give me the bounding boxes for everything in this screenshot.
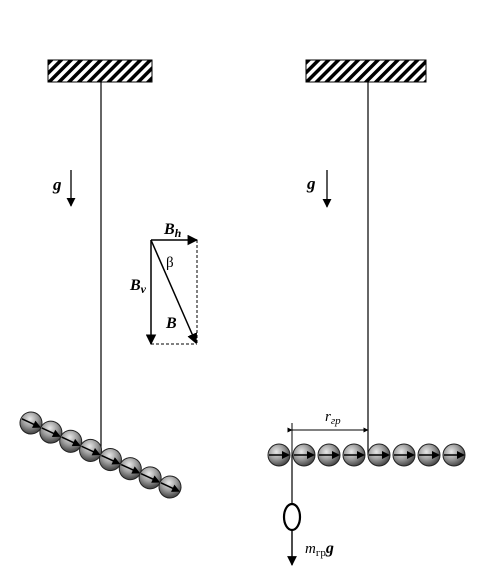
radius-label: rгр — [325, 409, 341, 427]
right-chain-bead — [342, 443, 366, 467]
right-chain-bead — [417, 443, 441, 467]
beta-label: β — [166, 255, 174, 271]
right-chain-bead — [392, 443, 416, 467]
left-bead-chain — [19, 411, 182, 499]
weight-ring — [282, 502, 302, 532]
left-chain-bead — [118, 457, 142, 481]
magnetic-field-vectors: Bh Bv β B — [129, 221, 199, 346]
right-chain-bead — [442, 443, 466, 467]
left-gravity-label: g — [52, 175, 62, 194]
left-chain-bead — [59, 429, 83, 453]
B-label: B — [165, 315, 177, 332]
left-chain-bead — [79, 438, 103, 462]
right-gravity-label: g — [306, 174, 316, 193]
Bv-label: Bv — [129, 277, 147, 296]
right-chain-bead — [317, 443, 341, 467]
left-chain-bead — [19, 411, 43, 435]
left-setup: g Bh Bv β B — [19, 59, 199, 499]
right-chain-bead — [367, 443, 391, 467]
right-ceiling — [305, 59, 427, 83]
weight-force-label: mгрg — [305, 540, 334, 559]
left-ceiling — [47, 59, 153, 83]
left-chain-bead — [158, 475, 182, 499]
right-chain-bead — [267, 443, 291, 467]
Bh-label: Bh — [163, 221, 182, 240]
B-arrow — [150, 239, 198, 344]
right-setup: g rгр mгрg — [267, 59, 466, 566]
right-chain-bead — [292, 443, 316, 467]
right-bead-chain — [267, 443, 466, 467]
